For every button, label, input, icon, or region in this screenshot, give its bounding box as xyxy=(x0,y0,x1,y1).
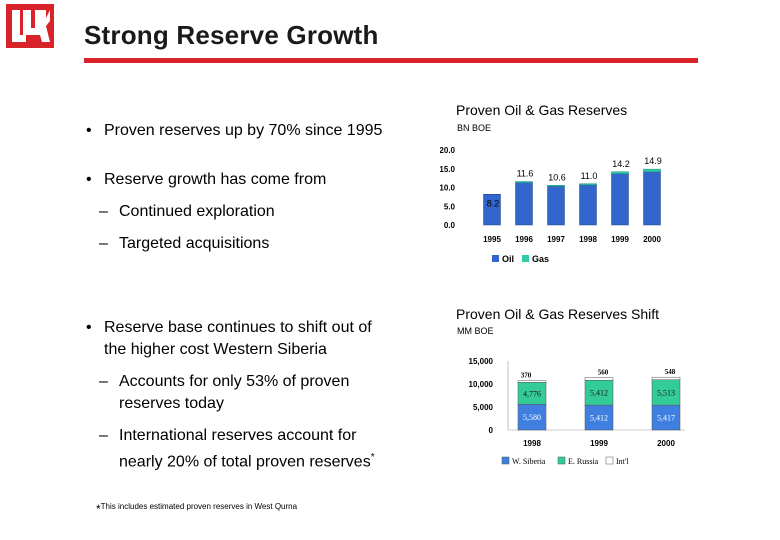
sub-bullet-text: Targeted acquisitions xyxy=(119,235,270,252)
x-tick-label: 1999 xyxy=(611,235,629,244)
bar-gas-1997 xyxy=(547,185,565,187)
data-label-total: 10.6 xyxy=(548,172,566,182)
bar-oil-1995 xyxy=(483,194,501,226)
bar-segment-wsiberia-1998 xyxy=(517,404,547,431)
legend-label: W. Siberia xyxy=(512,457,546,466)
bullet-text: Proven reserves up by 70% since 1995 xyxy=(104,122,383,139)
bullet-symbol: • xyxy=(86,319,92,336)
asterisk-mark: * xyxy=(370,452,375,463)
legend-label-oil: Oil xyxy=(502,254,514,264)
footnote-asterisk: * xyxy=(96,502,101,516)
bar-gas-1998 xyxy=(579,183,597,186)
segment-label: 5,513 xyxy=(657,388,675,397)
sub-bullet-text-line-2: reserves today xyxy=(119,395,224,412)
y-tick-label: 20.0 xyxy=(440,146,456,155)
sub-bullet-text-line-2: nearly 20% of total proven reserves* xyxy=(119,447,375,473)
dash-symbol: – xyxy=(99,373,108,390)
sub-bullet-text: Continued exploration xyxy=(119,203,275,220)
bar-oil-1998 xyxy=(579,184,597,226)
x-tick-label: 1995 xyxy=(483,235,501,244)
x-tick-label: 1996 xyxy=(515,235,533,244)
x-tick-label: 2000 xyxy=(657,439,675,448)
lukoil-logo xyxy=(6,4,54,48)
y-tick-label: 10,000 xyxy=(469,380,494,389)
page-title: Strong Reserve Growth xyxy=(84,20,379,50)
legend-label-gas: Gas xyxy=(532,254,549,264)
x-tick-label: 1997 xyxy=(547,235,565,244)
y-tick-label: 15.0 xyxy=(440,165,456,174)
legend-swatch-oil xyxy=(492,255,499,262)
logo-mark xyxy=(12,10,50,42)
data-label-total: 11.0 xyxy=(581,171,598,181)
segment-label: 5,412 xyxy=(590,414,608,423)
y-tick-label: 0 xyxy=(489,426,494,435)
bar-segment-intl-2000 xyxy=(651,376,681,380)
legend-swatch xyxy=(501,456,510,465)
footnote: *This includes estimated proven reserves… xyxy=(96,502,297,516)
bullet-symbol: • xyxy=(86,171,92,188)
bar-segment-wsiberia-1999 xyxy=(584,404,614,431)
sub-bullet-text-line-1: Accounts for only 53% of proven xyxy=(119,373,350,390)
bar-segment-wsiberia-2000 xyxy=(651,404,681,431)
dash-symbol: – xyxy=(99,235,108,252)
legend-swatch xyxy=(605,456,614,465)
bullet-text-line-2: the higher cost Western Siberia xyxy=(104,341,327,358)
bar-gas-1999 xyxy=(611,171,629,174)
dash-symbol: – xyxy=(99,203,108,220)
legend-swatch-gas xyxy=(522,255,529,262)
data-label-total: 8.2 xyxy=(487,198,500,208)
bar-gas-1996 xyxy=(515,181,533,183)
segment-label: 4,776 xyxy=(523,389,541,398)
chart-reserves-shift: 15,000 10,000 5,000 0 5,580 4,776 370 1998 5,412… xyxy=(469,357,685,466)
bar-segment-erussia-2000 xyxy=(651,379,681,406)
legend-label: E. Russia xyxy=(568,457,599,466)
bar-segment-intl-1998 xyxy=(517,380,547,383)
bullet-text-line-1: Reserve base continues to shift out of xyxy=(104,319,372,336)
segment-label-intl: 548 xyxy=(665,368,676,376)
bar-oil-1999 xyxy=(611,173,629,226)
segment-label: 5,580 xyxy=(523,413,541,422)
y-tick-label: 5.0 xyxy=(444,202,456,211)
chart-2-title: Proven Oil & Gas Reserves Shift xyxy=(456,306,660,322)
footnote-text: This includes estimated proven reserves … xyxy=(100,502,298,511)
sub-bullet-text-line-1: International reserves account for xyxy=(119,427,357,444)
y-tick-label: 15,000 xyxy=(469,357,494,366)
segment-label-intl: 560 xyxy=(598,369,609,377)
bar-segment-erussia-1999 xyxy=(584,379,614,406)
title-rule xyxy=(84,58,698,63)
x-tick-label: 1999 xyxy=(590,439,608,448)
bar-oil-1997 xyxy=(547,186,565,226)
x-tick-label: 1998 xyxy=(523,439,541,448)
segment-label-intl: 370 xyxy=(521,372,532,380)
segment-label: 5,412 xyxy=(590,389,608,398)
segment-label: 5,417 xyxy=(657,414,675,423)
bullet-text: Reserve growth has come from xyxy=(104,171,327,188)
chart-2-unit: MM BOE xyxy=(457,326,494,336)
chart-reserves: 20.0 15.0 10.0 5.0 0.0 8.2 1995 11.6 1996 10.6 199… xyxy=(440,146,662,264)
x-tick-label: 2000 xyxy=(643,235,661,244)
bar-gas-2000 xyxy=(643,168,661,172)
bar-oil-2000 xyxy=(643,171,661,226)
sub-bullet-text: nearly 20% of total proven reserves xyxy=(119,453,371,471)
chart-1-title: Proven Oil & Gas Reserves xyxy=(456,102,628,118)
legend-swatch xyxy=(557,456,566,465)
y-tick-label: 10.0 xyxy=(440,184,456,193)
data-label-total: 14.2 xyxy=(612,159,630,169)
x-tick-label: 1998 xyxy=(579,235,597,244)
data-label-total: 14.9 xyxy=(644,156,662,166)
data-label-total: 11.6 xyxy=(517,169,534,179)
chart-1-unit: BN BOE xyxy=(457,123,492,133)
bar-oil-1996 xyxy=(515,182,533,226)
y-tick-label: 5,000 xyxy=(473,403,494,412)
legend-label: Int'l xyxy=(616,457,629,466)
y-tick-label: 0.0 xyxy=(444,221,456,230)
bar-segment-intl-1999 xyxy=(584,377,614,381)
dash-symbol: – xyxy=(99,427,108,444)
bullet-symbol: • xyxy=(86,122,92,139)
